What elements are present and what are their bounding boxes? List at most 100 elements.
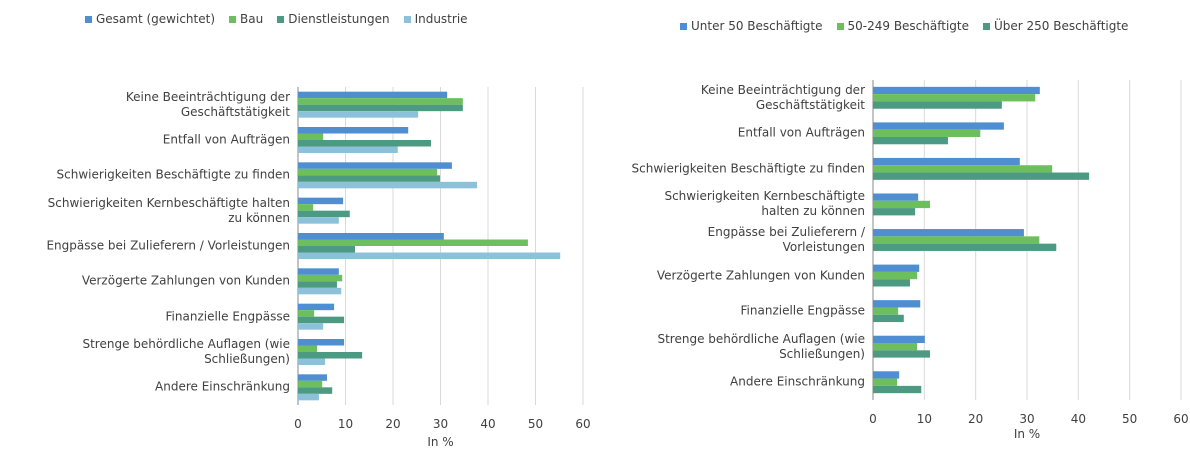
- bar: [873, 343, 918, 351]
- bar: [298, 316, 345, 324]
- bar: [873, 350, 930, 358]
- legend: Unter 50 Beschäftigte 50-249 Beschäftigte…: [680, 19, 1128, 33]
- bar: [873, 271, 918, 280]
- y-tick-label: Schwierigkeiten Kernbeschäftigte halten …: [664, 189, 865, 219]
- bar: [298, 246, 355, 253]
- y-tick-label: Keine Beeinträchtigung der Geschäftstäti…: [125, 89, 290, 119]
- legend-label: Bau: [240, 12, 264, 26]
- x-tick-label: 60: [575, 417, 591, 431]
- legend-label: Dienstleistungen: [288, 12, 390, 26]
- bar: [873, 307, 899, 315]
- bar: [298, 111, 419, 118]
- legend-swatch: [229, 15, 237, 23]
- legend-swatch: [85, 15, 92, 23]
- x-tick-label: 40: [480, 417, 496, 431]
- legend-item: Bau: [229, 12, 263, 26]
- legend-label: 50-249 Beschäftigte: [847, 19, 970, 33]
- legend-swatch: [277, 15, 285, 23]
- bar: [298, 140, 431, 147]
- bar: [298, 133, 324, 140]
- bar: [298, 274, 343, 282]
- x-tick-label: 10: [337, 417, 354, 431]
- y-tick-label: Andere Einschränkung: [730, 374, 865, 389]
- bar: [298, 281, 337, 288]
- bar: [298, 146, 398, 153]
- legend-label: Über 250 Beschäftigte: [994, 19, 1129, 33]
- legend-item: Unter 50 Beschäftigte: [680, 19, 823, 33]
- legend-item: Über 250 Beschäftigte: [983, 19, 1128, 33]
- bar: [298, 393, 319, 401]
- bar: [298, 287, 342, 295]
- bar: [298, 91, 448, 99]
- bar: [873, 279, 910, 287]
- bar: [298, 268, 339, 275]
- y-tick-label: Andere Einschränkung: [155, 379, 290, 394]
- y-tick-label: Schwierigkeiten Beschäftigte zu finden: [631, 161, 865, 176]
- x-tick-label: 50: [527, 417, 544, 431]
- y-tick-label: Engpässe bei Zulieferern / Vorleistungen: [46, 238, 290, 253]
- bar: [873, 136, 948, 145]
- bar: [298, 310, 315, 317]
- legend-item: 50-249 Beschäftigte: [836, 19, 970, 33]
- x-tick-label: 10: [916, 412, 932, 426]
- x-axis-label: In %: [427, 435, 454, 449]
- bar: [873, 385, 922, 394]
- y-tick-label: Finanzielle Engpässe: [740, 303, 865, 318]
- bar: [873, 101, 1002, 109]
- bar: [873, 86, 1040, 95]
- bar: [873, 236, 1040, 244]
- y-tick-label: Strenge behördliche Auflagen (wie Schlie…: [657, 331, 865, 361]
- bar: [298, 252, 561, 259]
- legend-swatch: [403, 15, 411, 23]
- bar: [298, 210, 350, 218]
- bar: [873, 172, 1090, 180]
- x-tick-label: 0: [294, 417, 302, 431]
- bar: [873, 371, 900, 379]
- bar: [873, 335, 925, 344]
- y-tick-label: Schwierigkeiten Beschäftigte zu finden: [56, 167, 290, 182]
- bar: [298, 204, 314, 211]
- y-tick-label: Strenge behördliche Auflagen (wie Schlie…: [82, 337, 290, 366]
- y-tick-label: Engpässe bei Zulieferern / Vorleistungen: [707, 225, 865, 254]
- bar: [298, 162, 452, 169]
- bar: [298, 339, 345, 346]
- bar: [298, 181, 478, 189]
- legend-label: Industrie: [414, 12, 468, 26]
- bar: [298, 217, 339, 224]
- bar: [873, 300, 921, 308]
- bar: [873, 229, 1024, 237]
- x-tick-label: 50: [1122, 412, 1138, 426]
- bar: [873, 208, 916, 216]
- legend-item: Industrie: [403, 12, 468, 26]
- bar: [298, 374, 327, 381]
- bar: [873, 243, 1057, 251]
- bar: [298, 127, 409, 134]
- bar: [873, 165, 1053, 173]
- bar: [298, 175, 441, 182]
- bar: [873, 193, 919, 201]
- x-tick-label: 40: [1070, 412, 1086, 426]
- x-tick-label: 30: [1019, 412, 1035, 426]
- bar: [298, 197, 344, 205]
- y-tick-label: Keine Beeinträchtigung der Geschäftstäti…: [700, 82, 865, 112]
- bar: [298, 380, 323, 388]
- y-tick-label: Entfall von Aufträgen: [737, 125, 865, 140]
- legend-item: Gesamt (gewichtet): [85, 12, 215, 26]
- legend-swatch: [983, 22, 990, 30]
- x-axis-label: In %: [1013, 427, 1041, 441]
- bar: [298, 345, 317, 352]
- legend: Gesamt (gewichtet) Bau Dienstleistungen Ind…: [85, 12, 468, 26]
- legend-label: Gesamt (gewichtet): [96, 12, 216, 26]
- bar: [298, 98, 463, 105]
- bar: [298, 233, 444, 240]
- bar: [298, 358, 326, 365]
- y-tick-label: Verzögerte Zahlungen von Kunden: [656, 268, 865, 283]
- legend-label: Unter 50 Beschäftigte: [691, 19, 823, 33]
- bar: [873, 200, 930, 209]
- bar: [298, 168, 438, 176]
- bar: [298, 104, 463, 112]
- legend-swatch: [680, 22, 687, 30]
- bar: [873, 264, 920, 272]
